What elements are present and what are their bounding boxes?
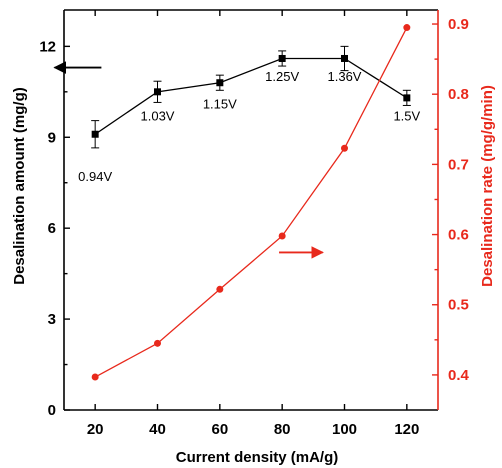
axes: 20 40 60 80 100 120 0 3 6 9 12 0.4 0.5 0.6 0.7 0.8 0.9 (39, 9, 470, 438)
voltage-label: 1.03V (141, 109, 175, 124)
y-axis-left-title: Desalination amount (mg/g) (11, 87, 28, 285)
data-point-amount (278, 54, 286, 62)
y-left-tick-label: 6 (48, 220, 56, 237)
y-right-tick-label: 0.7 (448, 156, 469, 173)
y-left-tick-label: 9 (48, 129, 56, 146)
series-line-left (94, 57, 408, 135)
data-point-amount (216, 79, 224, 87)
y-right-tick-label: 0.4 (448, 367, 470, 384)
data-point-rate (216, 285, 224, 293)
data-point-amount (91, 130, 99, 138)
x-tick-label: 80 (274, 421, 291, 438)
voltage-label: 1.15V (203, 96, 237, 111)
voltage-label: 1.25V (265, 69, 299, 84)
x-tick-label: 40 (149, 421, 166, 438)
y-left-tick-label: 0 (48, 402, 56, 419)
x-tick-label: 100 (332, 421, 357, 438)
data-point-amount (341, 54, 348, 62)
y-right-tick-label: 0.8 (448, 86, 469, 103)
y-axis-right-title: Desalination rate (mg/g/min) (479, 85, 496, 287)
y-right-tick-label: 0.9 (448, 16, 469, 33)
voltage-label: 1.36V (328, 69, 362, 84)
y-right-tick-label: 0.6 (448, 227, 469, 244)
data-point-rate (154, 339, 161, 347)
data-point-rate (278, 232, 286, 240)
series-desalination-rate (91, 24, 411, 381)
x-axis-title: Current density (mA/g) (176, 449, 339, 466)
series-line-right (94, 27, 408, 378)
y-left-tick-label: 12 (39, 38, 56, 55)
x-tick-label: 60 (211, 421, 228, 438)
voltage-label: 1.5V (393, 109, 420, 124)
x-tick-label: 20 (87, 421, 104, 438)
y-left-tick-label: 3 (48, 311, 56, 328)
voltage-label: 0.94V (78, 169, 112, 184)
x-tick-label: 120 (394, 421, 419, 438)
voltage-annotations: 0.94V 1.03V 1.15V 1.25V 1.36V 1.5V (53, 61, 421, 259)
data-point-amount (154, 88, 161, 96)
data-point-rate (341, 144, 348, 152)
data-point-rate (403, 24, 411, 32)
series-desalination-amount (91, 45, 411, 149)
data-point-rate (91, 373, 99, 381)
y-right-tick-label: 0.5 (448, 297, 469, 314)
data-point-amount (403, 94, 411, 102)
